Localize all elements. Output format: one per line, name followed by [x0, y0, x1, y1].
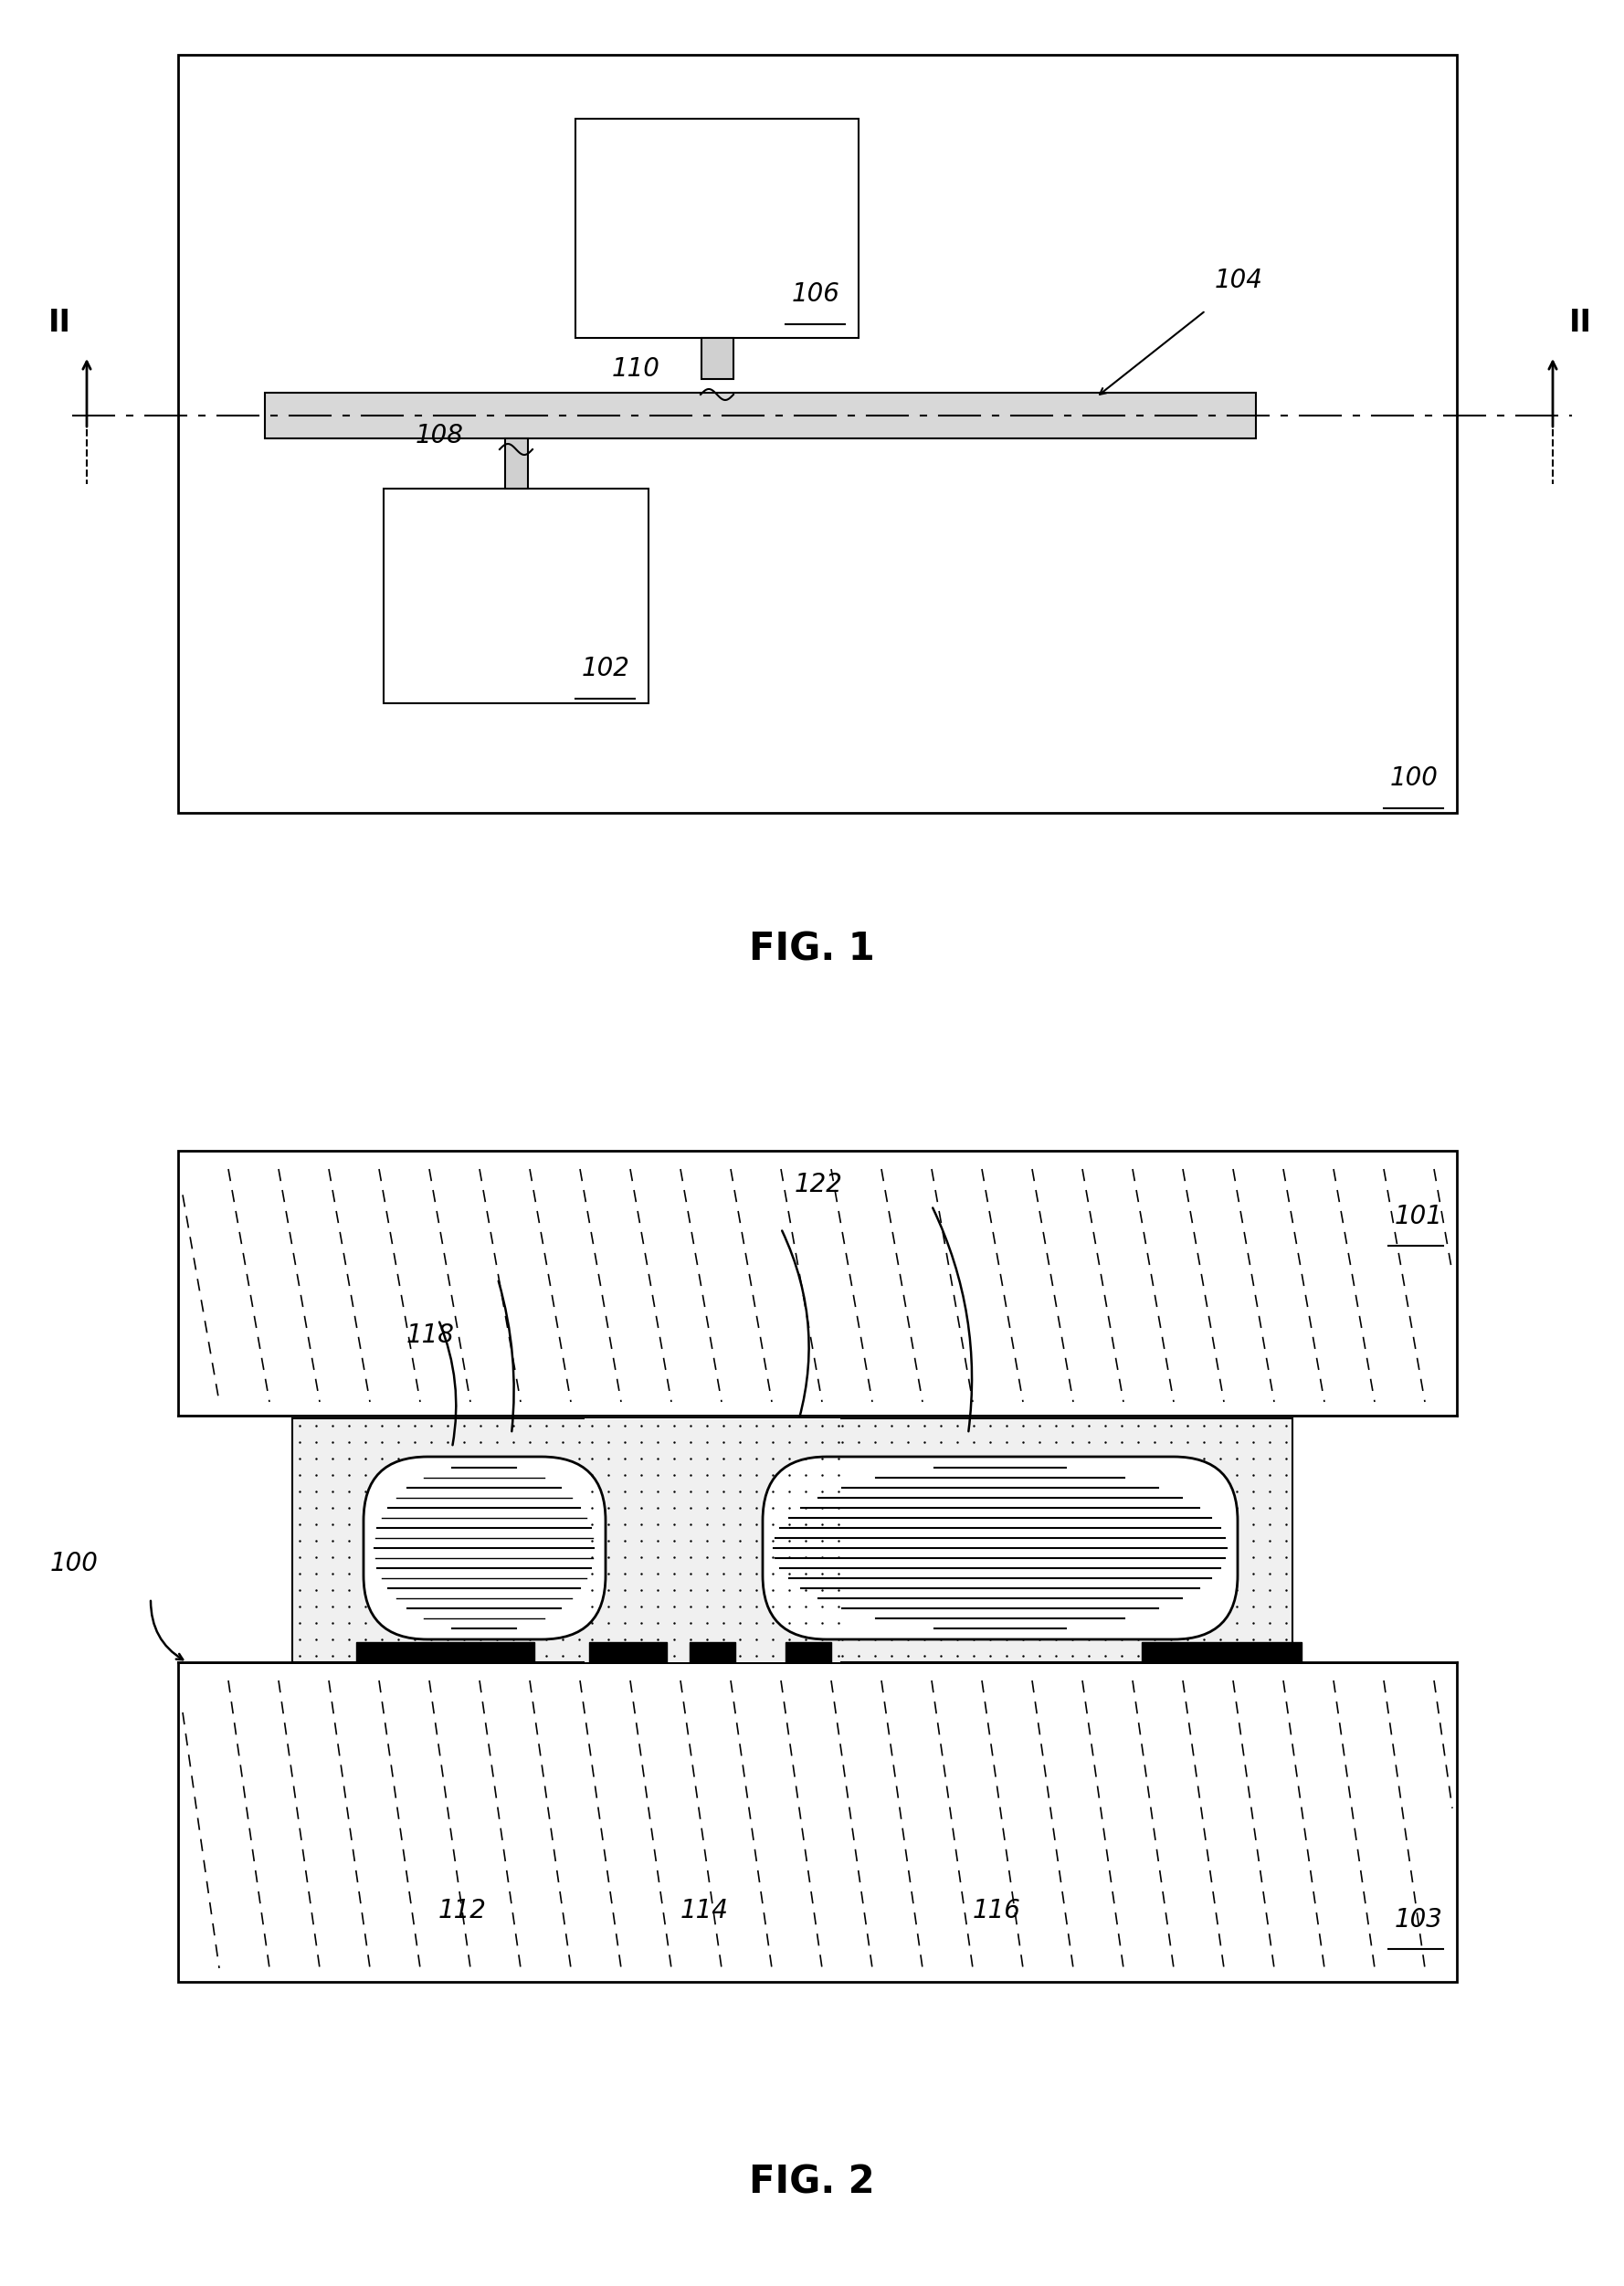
Text: 101: 101 [1395, 1205, 1444, 1230]
Bar [179, 1662, 1457, 1982]
Bar [786, 1641, 831, 1662]
Bar [179, 1150, 1457, 1415]
Bar [356, 1641, 534, 1662]
Text: 114: 114 [680, 1897, 729, 1923]
FancyBboxPatch shape [763, 1456, 1237, 1639]
Bar [505, 439, 528, 489]
Bar [590, 1641, 667, 1662]
Text: 112: 112 [438, 1897, 487, 1923]
Bar [690, 1641, 736, 1662]
Text: FIG. 2: FIG. 2 [749, 2163, 875, 2201]
Text: 116: 116 [973, 1897, 1021, 1923]
Text: 102: 102 [581, 656, 630, 681]
Bar [265, 393, 1255, 439]
Text: 100: 100 [50, 1550, 99, 1577]
Bar [702, 338, 734, 379]
Bar [383, 489, 648, 704]
Text: 108: 108 [416, 423, 464, 448]
Text: 106: 106 [793, 281, 840, 306]
Text: 122: 122 [794, 1173, 843, 1198]
Text: II: II [49, 309, 71, 338]
Text: 103: 103 [1395, 1907, 1444, 1932]
Bar [1142, 1641, 1301, 1662]
FancyBboxPatch shape [364, 1456, 606, 1639]
Text: 104: 104 [1215, 267, 1263, 293]
Bar [179, 55, 1457, 814]
Text: 118: 118 [406, 1324, 455, 1349]
Text: 110: 110 [612, 357, 661, 382]
Bar [585, 1417, 840, 1662]
Text: II: II [1569, 309, 1592, 338]
Bar [179, 1415, 1457, 1662]
Text: 100: 100 [1390, 766, 1439, 791]
Bar [292, 1417, 1293, 1662]
Text: FIG. 1: FIG. 1 [749, 930, 875, 969]
Bar [575, 119, 859, 338]
